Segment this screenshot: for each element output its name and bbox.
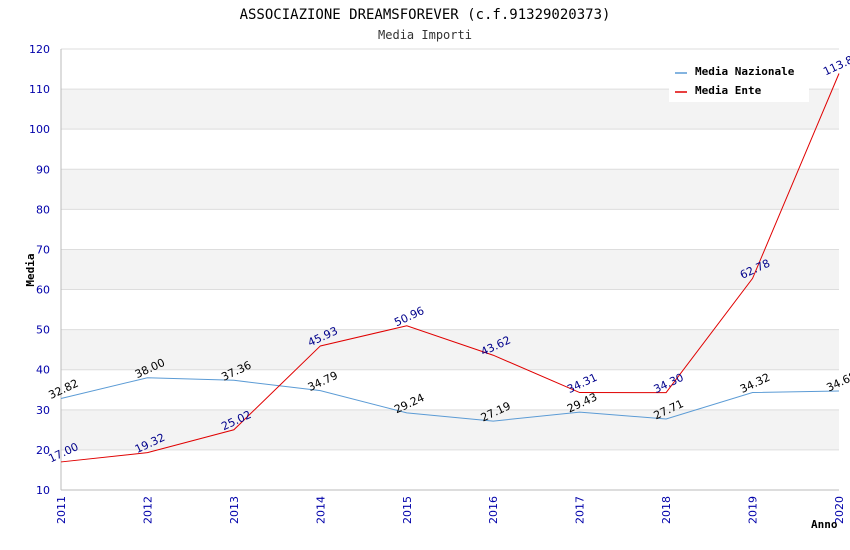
y-tick-label: 80 [36, 203, 50, 216]
y-tick-label: 10 [36, 484, 50, 497]
y-axis-label: Media [24, 253, 37, 286]
y-tick-label: 90 [36, 163, 50, 176]
x-axis-label: Anno [811, 518, 838, 531]
x-tick-label: 2016 [487, 496, 500, 524]
y-tick-label: 20 [36, 444, 50, 457]
y-tick-label: 30 [36, 404, 50, 417]
series-line-nazionale [60, 377, 840, 422]
x-tick-label: 2017 [574, 496, 587, 524]
x-tick-label: 2020 [833, 496, 846, 524]
grid-band [61, 329, 839, 370]
y-tick-label: 120 [29, 43, 50, 56]
x-tick-label: 2019 [747, 496, 760, 524]
y-tick-label: 40 [36, 364, 50, 377]
series-group [60, 73, 840, 463]
x-tick-label: 2012 [141, 496, 154, 524]
y-tick-label: 110 [29, 83, 50, 96]
x-tick-label: 2014 [314, 496, 327, 524]
grid-band [61, 169, 839, 210]
grid-band [61, 449, 839, 490]
y-tick-label: 50 [36, 324, 50, 337]
x-axis-ticks: 2011 2012 2013 2014 2015 2016 2017 2018 2019 2020 [55, 496, 846, 524]
y-tick-label: 100 [29, 123, 50, 136]
legend-label-ente: Media Ente [695, 84, 762, 97]
legend-label-nazionale: Media Nazionale [695, 65, 795, 78]
grid-band [61, 129, 839, 170]
y-tick-label: 60 [36, 284, 50, 297]
series-line-ente [60, 73, 840, 463]
grid-band [61, 409, 839, 450]
grid-lines [61, 48, 839, 451]
x-tick-label: 2013 [228, 496, 241, 524]
grid-band [61, 209, 839, 250]
x-tick-label: 2011 [55, 496, 68, 524]
x-tick-label: 2015 [401, 496, 414, 524]
grid-band [61, 249, 839, 290]
grid-band [61, 369, 839, 410]
chart-subtitle: Media Importi [378, 28, 472, 42]
chart-title: ASSOCIAZIONE DREAMSFOREVER (c.f.91329020… [240, 7, 611, 23]
y-tick-label: 70 [36, 243, 50, 256]
legend-box [669, 60, 809, 102]
x-tick-label: 2018 [660, 496, 673, 524]
legend: Media Nazionale Media Ente [669, 60, 809, 102]
grid-band [61, 289, 839, 330]
y-axis-ticks: 10 20 30 40 50 60 70 80 90 100 110 120 [29, 43, 50, 497]
grid-bands [61, 49, 839, 490]
